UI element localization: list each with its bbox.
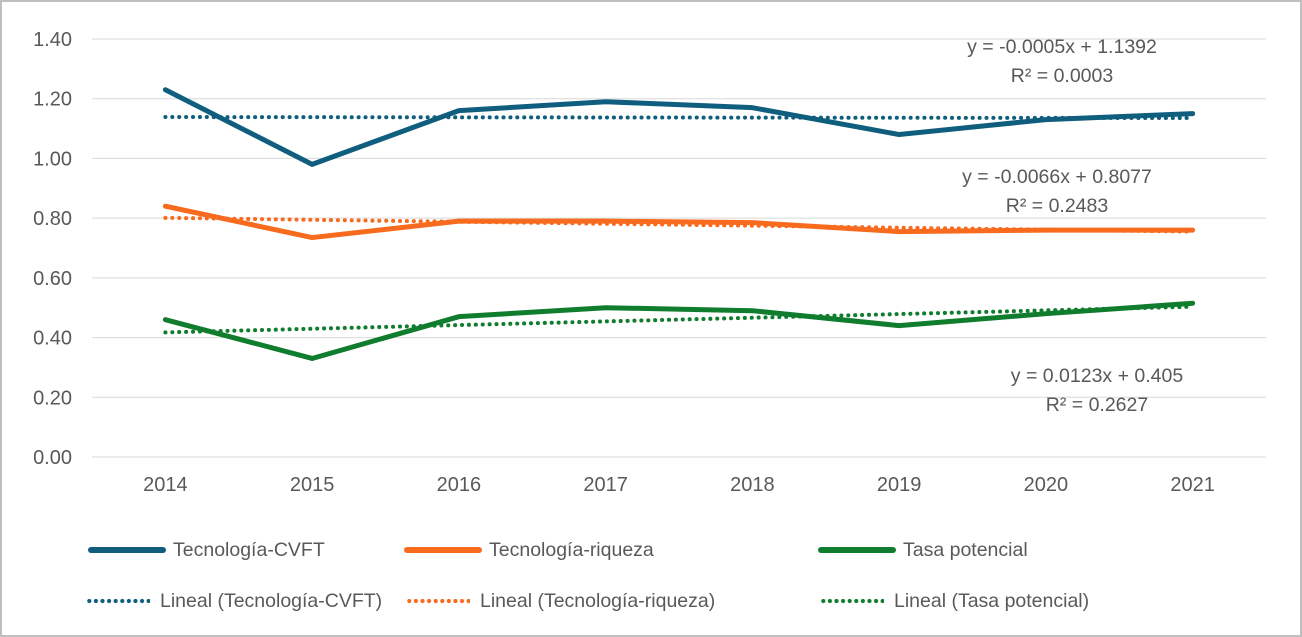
- legend-swatch-dotted-orange: [406, 598, 470, 604]
- legend-item-lineal-tasa-potencial: Lineal (Tasa potencial): [820, 589, 1089, 613]
- svg-text:0.00: 0.00: [33, 447, 72, 469]
- legend-swatch-dotted-blue: [86, 598, 150, 604]
- equation-text-cvft: y = -0.0005x + 1.1392: [967, 36, 1157, 58]
- svg-text:2016: 2016: [437, 474, 482, 496]
- svg-text:0.80: 0.80: [33, 208, 72, 230]
- svg-text:0.40: 0.40: [33, 328, 72, 350]
- legend-label: Lineal (Tecnología-riqueza): [480, 589, 716, 612]
- legend-item-lineal-tecnologia-cvft: Lineal (Tecnología-CVFT): [86, 589, 382, 613]
- legend-item-tasa-potencial: Tasa potencial: [818, 538, 1028, 562]
- legend-label: Lineal (Tecnología-CVFT): [160, 589, 383, 612]
- trendline-annotation-cvft: y = -0.0005x + 1.1392 R² = 0.0003: [967, 33, 1157, 91]
- svg-text:1.40: 1.40: [33, 29, 72, 51]
- legend-swatch-solid-green: [818, 547, 896, 553]
- svg-text:2015: 2015: [290, 474, 335, 496]
- svg-text:1.20: 1.20: [33, 89, 72, 111]
- equation-text-riqueza: y = -0.0066x + 0.8077: [962, 166, 1152, 188]
- r-squared-text-cvft: R² = 0.0003: [1010, 65, 1114, 87]
- svg-text:2014: 2014: [143, 474, 188, 496]
- svg-text:2021: 2021: [1170, 474, 1215, 496]
- svg-text:2020: 2020: [1024, 474, 1069, 496]
- svg-text:1.00: 1.00: [33, 148, 72, 170]
- line-chart-plot: 0.00 0.20 0.40 0.60 0.80 1.00 1.20 1.40 2014 2015…: [33, 29, 1266, 496]
- legend-item-tecnologia-riqueza: Tecnología-riqueza: [404, 538, 654, 562]
- svg-text:2019: 2019: [877, 474, 922, 496]
- svg-text:0.20: 0.20: [33, 387, 72, 409]
- trendline-annotation-riqueza: y = -0.0066x + 0.8077 R² = 0.2483: [962, 163, 1152, 221]
- svg-text:2017: 2017: [583, 474, 628, 496]
- r-squared-text-riqueza: R² = 0.2483: [1005, 195, 1109, 217]
- svg-text:2018: 2018: [730, 474, 775, 496]
- legend-label: Tecnología-CVFT: [173, 538, 325, 561]
- legend-swatch-solid-orange: [404, 547, 482, 553]
- equation-text-tasa: y = 0.0123x + 0.405: [1010, 365, 1184, 387]
- legend-item-tecnologia-cvft: Tecnología-CVFT: [88, 538, 325, 562]
- trendline-annotation-tasa: y = 0.0123x + 0.405 R² = 0.2627: [1011, 362, 1183, 420]
- legend-swatch-solid-blue: [88, 547, 166, 553]
- legend-label: Tecnología-riqueza: [489, 538, 654, 561]
- legend-swatch-dotted-green: [820, 598, 884, 604]
- svg-text:0.60: 0.60: [33, 268, 72, 290]
- legend-item-lineal-tecnologia-riqueza: Lineal (Tecnología-riqueza): [406, 589, 715, 613]
- legend-label: Tasa potencial: [903, 538, 1028, 561]
- r-squared-text-tasa: R² = 0.2627: [1045, 394, 1149, 416]
- legend-label: Lineal (Tasa potencial): [894, 589, 1090, 612]
